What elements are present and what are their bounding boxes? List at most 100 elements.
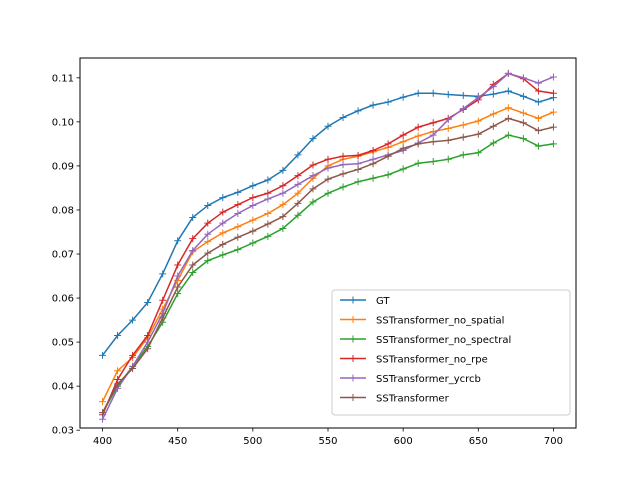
- data-point-marker: [264, 176, 272, 184]
- data-point-marker: [354, 151, 362, 159]
- data-point-marker: [144, 338, 152, 346]
- data-point-marker: [354, 165, 362, 173]
- legend-label: SSTransformer: [376, 394, 450, 405]
- data-point-marker: [474, 117, 482, 125]
- data-point-marker: [429, 138, 437, 146]
- y-tick-label: 0.11: [52, 73, 74, 84]
- data-point-marker: [249, 216, 257, 224]
- data-point-marker: [399, 93, 407, 101]
- data-point-marker: [324, 175, 332, 183]
- data-point-marker: [204, 238, 212, 246]
- data-point-marker: [414, 132, 422, 140]
- x-tick-label: 600: [394, 436, 413, 447]
- data-point-marker: [189, 235, 197, 243]
- legend-label: SSTransformer_no_spatial: [376, 316, 504, 327]
- x-axis: 400 450 500 550 600 650 700: [93, 428, 563, 447]
- data-point-marker: [114, 332, 122, 339]
- legend-item: SSTransformer_ycrcb: [340, 374, 481, 385]
- legend-item: GT: [340, 296, 390, 307]
- data-point-marker: [414, 123, 422, 131]
- data-point-marker: [99, 415, 107, 423]
- data-point-marker: [549, 89, 557, 97]
- data-point-marker: [264, 209, 272, 217]
- data-point-marker: [519, 135, 527, 143]
- data-point-marker: [444, 91, 452, 99]
- data-point-marker: [189, 246, 197, 254]
- y-tick-label: 0.10: [52, 117, 74, 128]
- data-point-marker: [294, 189, 302, 197]
- data-point-marker: [504, 87, 512, 95]
- data-point-marker: [174, 283, 182, 291]
- data-point-marker: [249, 182, 257, 190]
- data-point-marker: [219, 194, 227, 202]
- legend-item: SSTransformer_no_rpe: [340, 355, 488, 366]
- data-point-marker: [99, 398, 107, 406]
- data-point-marker: [144, 298, 152, 306]
- data-point-marker: [339, 183, 347, 191]
- data-point-marker: [219, 208, 227, 216]
- data-point-marker: [324, 164, 332, 172]
- series-layer: [99, 69, 557, 423]
- data-point-marker: [489, 90, 497, 98]
- legend-item: SSTransformer: [340, 394, 450, 405]
- data-point-marker: [249, 227, 257, 235]
- data-point-marker: [549, 108, 557, 116]
- data-point-marker: [369, 160, 377, 168]
- data-point-marker: [309, 172, 317, 180]
- legend-label: SSTransformer_no_rpe: [376, 355, 488, 366]
- data-point-marker: [369, 101, 377, 109]
- data-point-marker: [99, 351, 107, 359]
- data-point-marker: [144, 345, 152, 353]
- data-point-marker: [444, 116, 452, 124]
- data-point-marker: [459, 121, 467, 129]
- data-point-marker: [414, 159, 422, 167]
- data-point-marker: [219, 219, 227, 227]
- data-point-marker: [189, 269, 197, 277]
- data-point-marker: [429, 89, 437, 97]
- data-point-marker: [294, 211, 302, 219]
- data-point-marker: [294, 172, 302, 180]
- data-point-marker: [234, 233, 242, 241]
- data-point-marker: [474, 130, 482, 138]
- x-tick-label: 650: [469, 436, 488, 447]
- y-tick-label: 0.06: [52, 294, 74, 305]
- data-point-marker: [219, 240, 227, 248]
- data-point-marker: [144, 332, 152, 339]
- data-point-marker: [219, 251, 227, 259]
- data-point-marker: [384, 140, 392, 148]
- data-point-marker: [279, 213, 287, 221]
- legend-label: SSTransformer_no_spectral: [376, 335, 511, 346]
- data-point-marker: [384, 152, 392, 160]
- data-point-marker: [294, 151, 302, 159]
- data-point-marker: [249, 239, 257, 247]
- data-point-marker: [174, 272, 182, 280]
- data-point-marker: [309, 198, 317, 206]
- data-point-marker: [204, 219, 212, 227]
- data-point-marker: [459, 91, 467, 99]
- data-point-marker: [174, 237, 182, 245]
- data-point-marker: [534, 127, 542, 135]
- data-point-marker: [519, 119, 527, 127]
- data-point-marker: [429, 158, 437, 166]
- x-tick-label: 700: [544, 436, 563, 447]
- data-point-marker: [204, 230, 212, 238]
- data-point-marker: [234, 209, 242, 217]
- data-point-marker: [249, 202, 257, 210]
- series-2: [99, 131, 557, 417]
- data-point-marker: [279, 189, 287, 197]
- legend-marker: [349, 355, 357, 362]
- data-point-marker: [489, 83, 497, 91]
- data-point-marker: [474, 94, 482, 102]
- data-point-marker: [234, 246, 242, 254]
- data-point-marker: [174, 261, 182, 269]
- data-point-marker: [189, 261, 197, 269]
- data-point-marker: [324, 122, 332, 130]
- data-point-marker: [384, 171, 392, 179]
- data-point-marker: [519, 74, 527, 82]
- y-tick-label: 0.07: [52, 250, 74, 261]
- x-tick-label: 550: [318, 436, 337, 447]
- data-point-marker: [444, 136, 452, 144]
- data-point-marker: [369, 174, 377, 182]
- data-point-marker: [534, 98, 542, 106]
